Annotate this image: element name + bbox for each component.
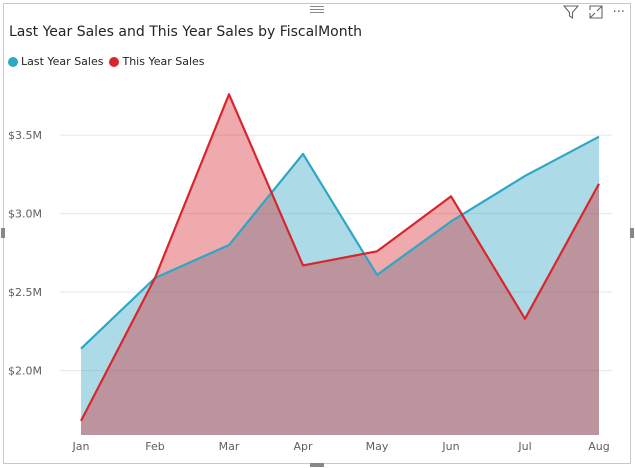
y-tick-label: $3.0M [8, 208, 42, 221]
legend-item-this-year[interactable]: This Year Sales [109, 55, 205, 68]
y-tick-label: $2.5M [8, 286, 42, 299]
x-tick-label: Feb [145, 440, 164, 453]
resize-handle-left[interactable] [1, 228, 5, 238]
resize-handle-bottom[interactable] [310, 463, 324, 467]
x-tick-label: Apr [293, 440, 313, 453]
x-tick-label: Jan [72, 440, 90, 453]
legend-marker [8, 56, 18, 67]
resize-handle-right[interactable] [630, 228, 634, 238]
y-tick-label: $2.0M [8, 365, 42, 378]
line-this-year [80, 93, 600, 422]
more-options-icon[interactable]: ··· [612, 5, 625, 20]
x-tick-label: Jul [517, 440, 531, 453]
legend-item-last-year[interactable]: Last Year Sales [8, 55, 103, 68]
y-tick-label: $3.5M [8, 129, 42, 142]
focus-mode-icon[interactable] [589, 5, 603, 23]
x-tick-label: Mar [219, 440, 240, 453]
legend-marker [109, 56, 120, 67]
legend: Last Year Sales This Year Sales [8, 55, 205, 68]
filter-icon[interactable] [562, 5, 579, 23]
x-tick-label: Jun [441, 440, 459, 453]
legend-label: This Year Sales [122, 55, 205, 68]
x-tick-label: Aug [588, 440, 609, 453]
line-last-year [80, 135, 600, 350]
drag-handle-icon[interactable] [310, 6, 324, 7]
chart-title: Last Year Sales and This Year Sales by F… [9, 24, 362, 40]
area-this-year [81, 94, 599, 435]
x-tick-label: May [366, 440, 389, 453]
legend-label: Last Year Sales [21, 55, 104, 68]
